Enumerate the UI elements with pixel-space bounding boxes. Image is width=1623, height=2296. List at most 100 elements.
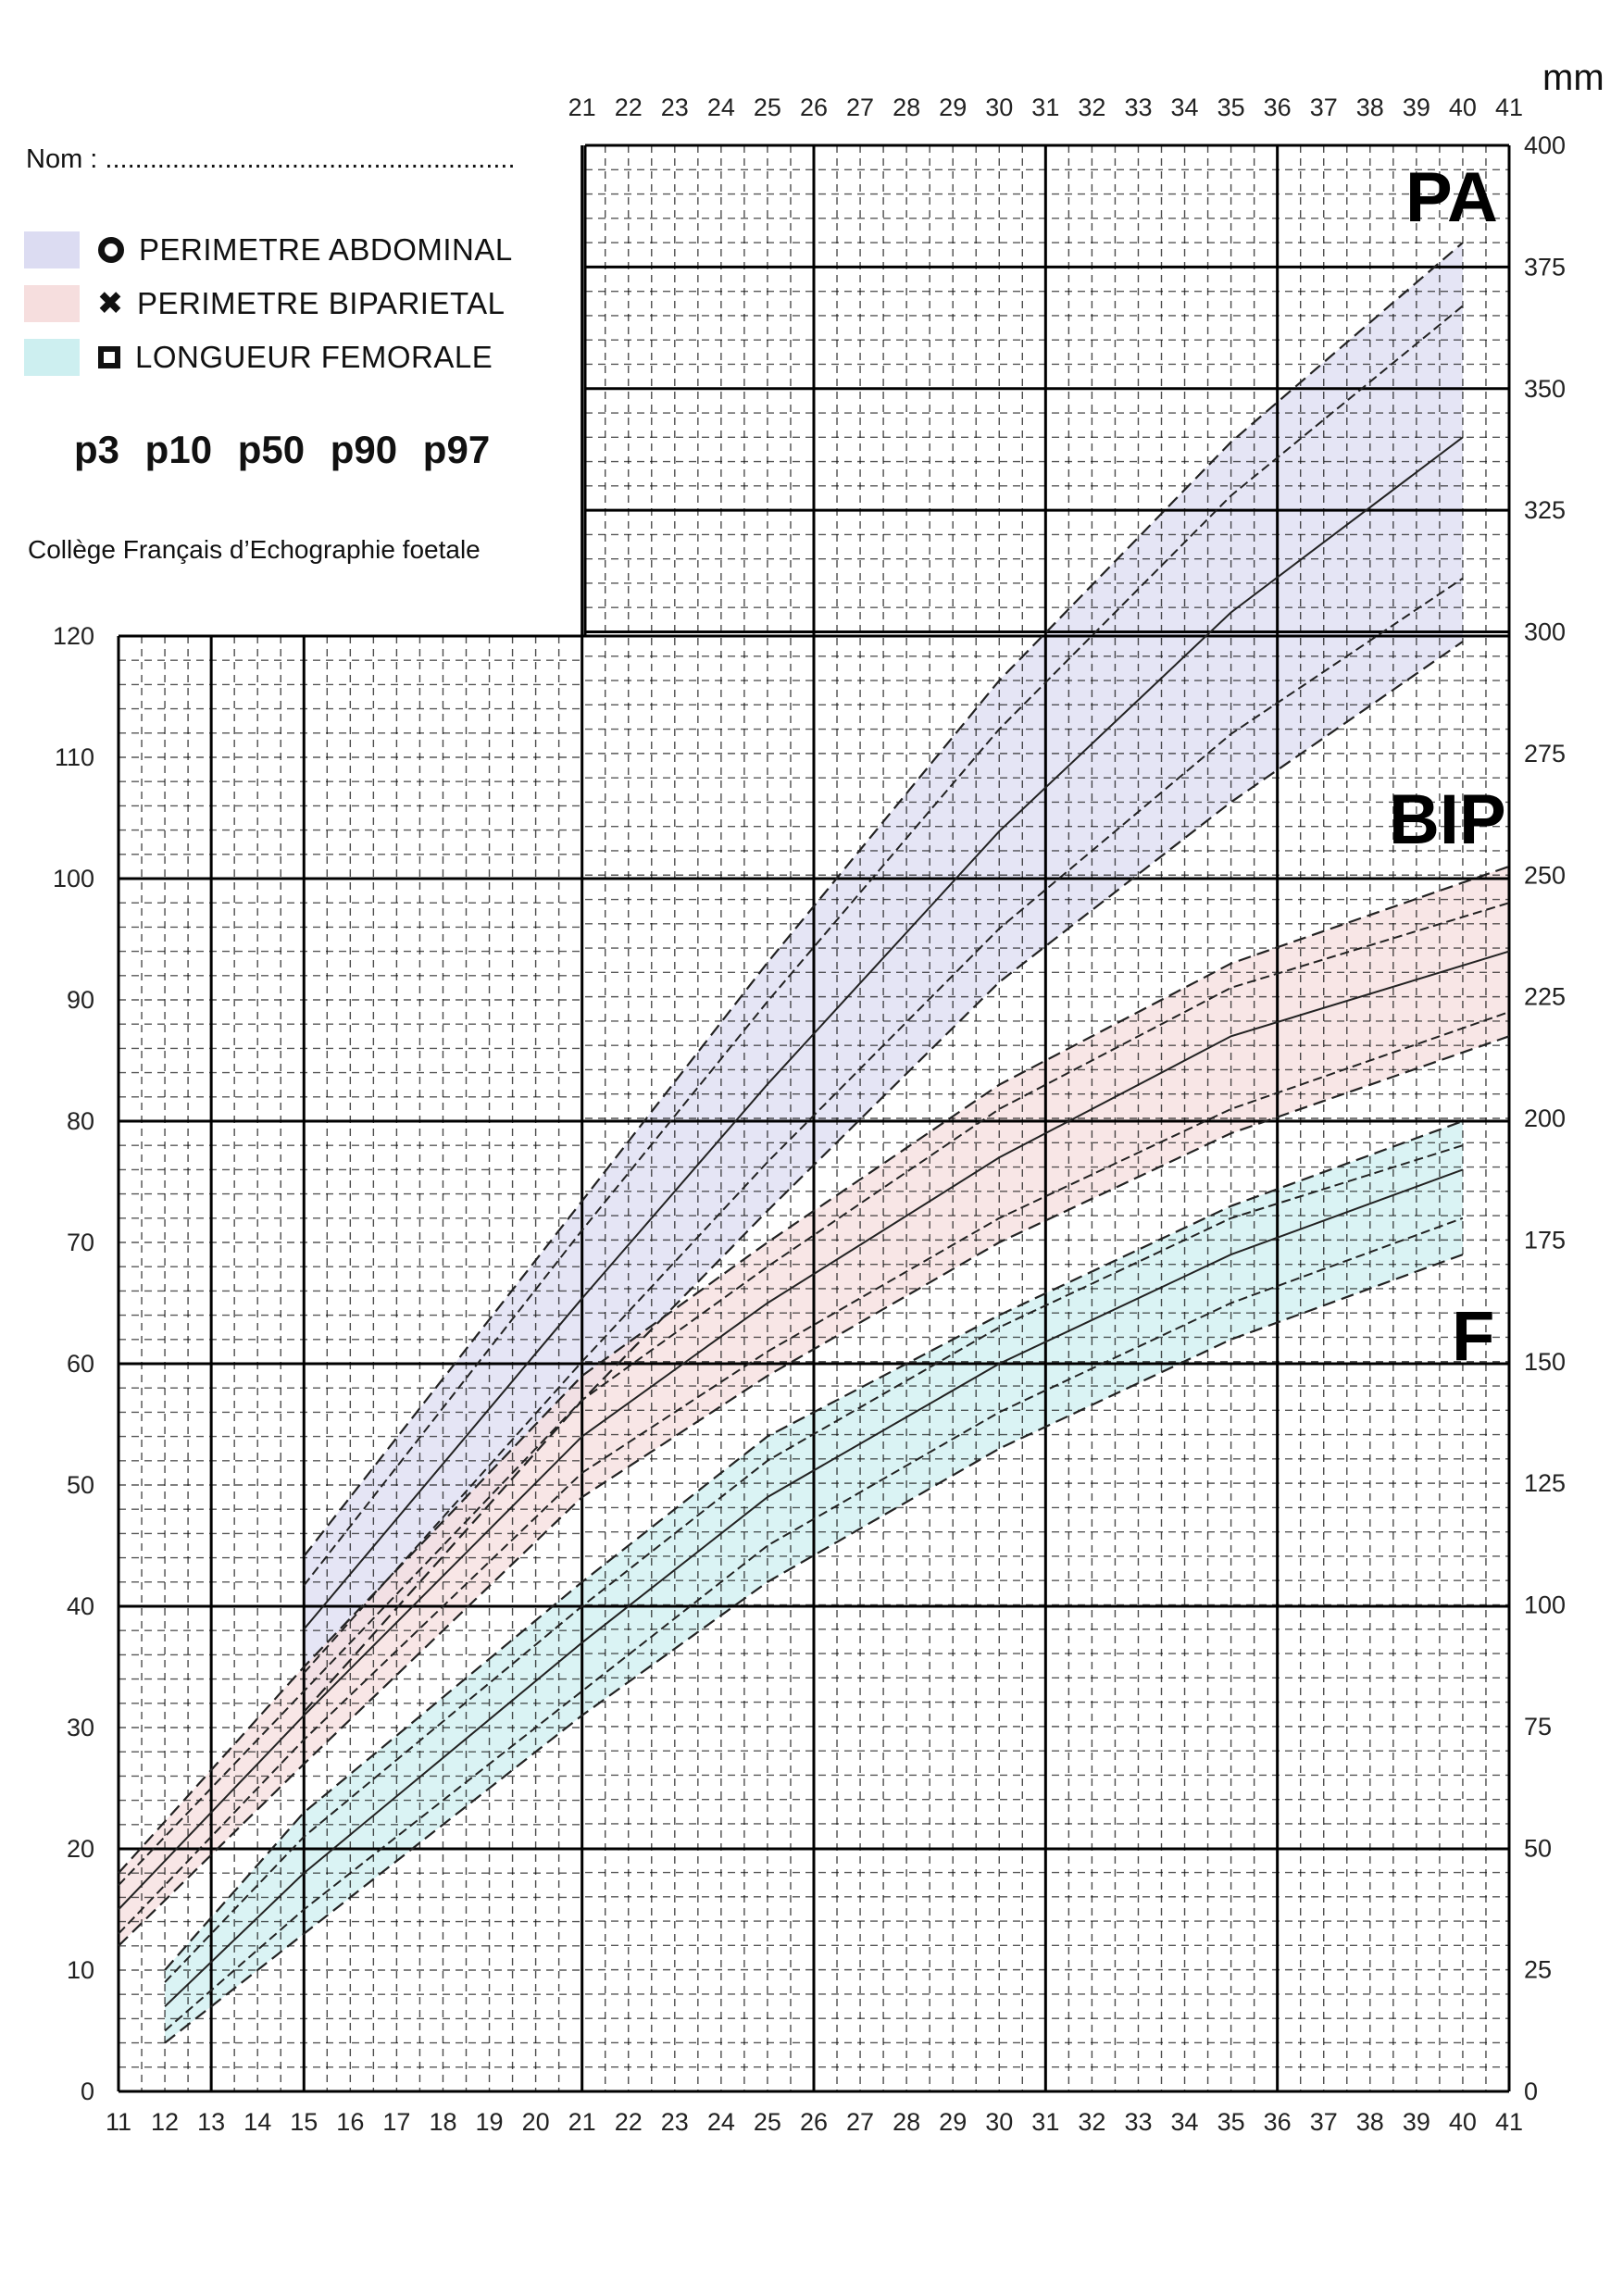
- x-tick-label-top: 41: [1495, 94, 1523, 121]
- x-tick-label-bottom: 12: [151, 2108, 179, 2136]
- left-y-tick-label: 80: [67, 1107, 94, 1135]
- curve-label-bip: BIP: [1389, 780, 1506, 859]
- bip-curve-p97: [118, 865, 1510, 1874]
- x-tick-label-bottom: 41: [1495, 2108, 1523, 2136]
- left-y-tick-label: 30: [67, 1714, 94, 1741]
- left-y-tick-label: 20: [67, 1835, 94, 1863]
- x-tick-label-top: 30: [985, 94, 1013, 121]
- right-y-tick-label: 300: [1524, 618, 1566, 646]
- x-tick-label-top: 22: [615, 94, 643, 121]
- right-y-tick-label: 175: [1524, 1226, 1566, 1254]
- f-curve-p50: [164, 1168, 1464, 2008]
- bip-curve-p50: [118, 950, 1510, 1911]
- right-y-tick-label: 75: [1524, 1713, 1552, 1741]
- x-tick-label-bottom: 33: [1124, 2108, 1152, 2136]
- legend-label-bip: PERIMETRE BIPARIETAL: [137, 286, 506, 320]
- x-tick-label-bottom: 20: [522, 2108, 550, 2136]
- x-tick-label-top: 25: [754, 94, 781, 121]
- left-y-tick-label: 110: [55, 743, 94, 771]
- x-tick-label-bottom: 13: [197, 2108, 225, 2136]
- left-y-tick-label: 70: [67, 1229, 94, 1256]
- legend-item-bip: ✖ PERIMETRE BIPARIETAL: [24, 283, 506, 324]
- source-credit: Collège Français d’Echographie foetale: [28, 535, 481, 564]
- f-color-swatch: [24, 339, 80, 376]
- x-tick-label-bottom: 18: [429, 2108, 456, 2136]
- right-y-tick-label: 100: [1524, 1591, 1566, 1619]
- x-tick-label-top: 27: [846, 94, 874, 121]
- x-tick-label-bottom: 28: [893, 2108, 920, 2136]
- x-tick-label-top: 29: [939, 94, 967, 121]
- pa-color-swatch: [24, 231, 80, 268]
- right-y-tick-label: 150: [1524, 1348, 1566, 1376]
- right-y-tick-label: 50: [1524, 1834, 1552, 1862]
- percentile-list: p3 p10 p50 p90 p97: [74, 428, 491, 471]
- x-tick-label-bottom: 29: [939, 2108, 967, 2136]
- x-tick-label-bottom: 14: [243, 2108, 271, 2136]
- left-y-tick-label: 60: [67, 1350, 94, 1378]
- x-tick-label-bottom: 24: [707, 2108, 735, 2136]
- curve-label-pa: PA: [1405, 158, 1498, 237]
- right-y-tick-label: 375: [1524, 253, 1566, 281]
- f-curve-p97: [164, 1119, 1464, 1971]
- x-tick-label-bottom: 30: [985, 2108, 1013, 2136]
- pa-curve-p10: [303, 577, 1464, 1674]
- f-curve-p10: [164, 1217, 1464, 2032]
- x-tick-label-top: 23: [661, 94, 689, 121]
- pa-curve-p50: [303, 436, 1464, 1630]
- patient-name-field[interactable]: Nom : ..................................…: [26, 144, 516, 174]
- f-curve-p3: [164, 1254, 1464, 2044]
- right-y-tick-label: 25: [1524, 1956, 1552, 1984]
- x-tick-label-top: 24: [707, 94, 735, 121]
- x-tick-label-bottom: 16: [336, 2108, 364, 2136]
- right-y-tick-label: 225: [1524, 983, 1566, 1011]
- right-y-tick-label: 0: [1524, 2078, 1538, 2105]
- x-tick-label-bottom: 26: [800, 2108, 828, 2136]
- legend-item-pa: PERIMETRE ABDOMINAL: [24, 230, 513, 270]
- x-tick-label-top: 35: [1217, 94, 1245, 121]
- x-tick-label-top: 32: [1078, 94, 1105, 121]
- x-tick-label-top: 37: [1310, 94, 1338, 121]
- x-tick-label-bottom: 22: [615, 2108, 643, 2136]
- pa-curve-p3: [303, 641, 1464, 1713]
- right-y-tick-label: 125: [1524, 1469, 1566, 1497]
- pa-curve-p97: [303, 242, 1464, 1557]
- x-tick-label-top: 34: [1171, 94, 1199, 121]
- x-tick-label-bottom: 27: [846, 2108, 874, 2136]
- bip-curve-p10: [118, 1011, 1510, 1935]
- legend-item-f: LONGUEUR FEMORALE: [24, 337, 493, 378]
- unit-label: mm: [1542, 57, 1604, 98]
- x-tick-label-top: 40: [1449, 94, 1477, 121]
- x-tick-label-bottom: 19: [476, 2108, 504, 2136]
- left-y-tick-label: 10: [67, 1956, 94, 1984]
- right-y-tick-label: 400: [1524, 131, 1566, 159]
- left-y-tick-label: 50: [67, 1471, 94, 1499]
- x-tick-label-bottom: 15: [290, 2108, 318, 2136]
- x-tick-label-top: 28: [893, 94, 920, 121]
- square-marker-icon: [98, 346, 120, 368]
- bip-curve-p90: [118, 902, 1510, 1886]
- x-tick-label-bottom: 21: [568, 2108, 596, 2136]
- left-y-tick-label: 120: [53, 622, 94, 650]
- left-y-tick-label: 100: [53, 865, 94, 892]
- x-tick-label-bottom: 11: [106, 2108, 131, 2136]
- right-y-tick-label: 275: [1524, 740, 1566, 767]
- x-tick-label-top: 39: [1403, 94, 1430, 121]
- legend-label-f: LONGUEUR FEMORALE: [135, 340, 493, 374]
- pa-curve-p90: [303, 305, 1464, 1587]
- x-tick-label-bottom: 32: [1078, 2108, 1105, 2136]
- x-tick-label-bottom: 34: [1171, 2108, 1199, 2136]
- right-y-tick-label: 250: [1524, 861, 1566, 889]
- x-tick-label-top: 31: [1031, 94, 1059, 121]
- x-tick-label-top: 26: [800, 94, 828, 121]
- x-tick-label-bottom: 40: [1449, 2108, 1477, 2136]
- left-y-tick-label: 0: [81, 2078, 94, 2105]
- x-tick-label-bottom: 35: [1217, 2108, 1245, 2136]
- circle-marker-icon: [98, 237, 124, 263]
- right-y-tick-label: 325: [1524, 496, 1566, 524]
- curve-label-f: F: [1452, 1297, 1495, 1376]
- bip-curve-p3: [118, 1035, 1510, 1947]
- legend-label-pa: PERIMETRE ABDOMINAL: [139, 232, 513, 267]
- left-y-tick-label: 40: [67, 1592, 94, 1620]
